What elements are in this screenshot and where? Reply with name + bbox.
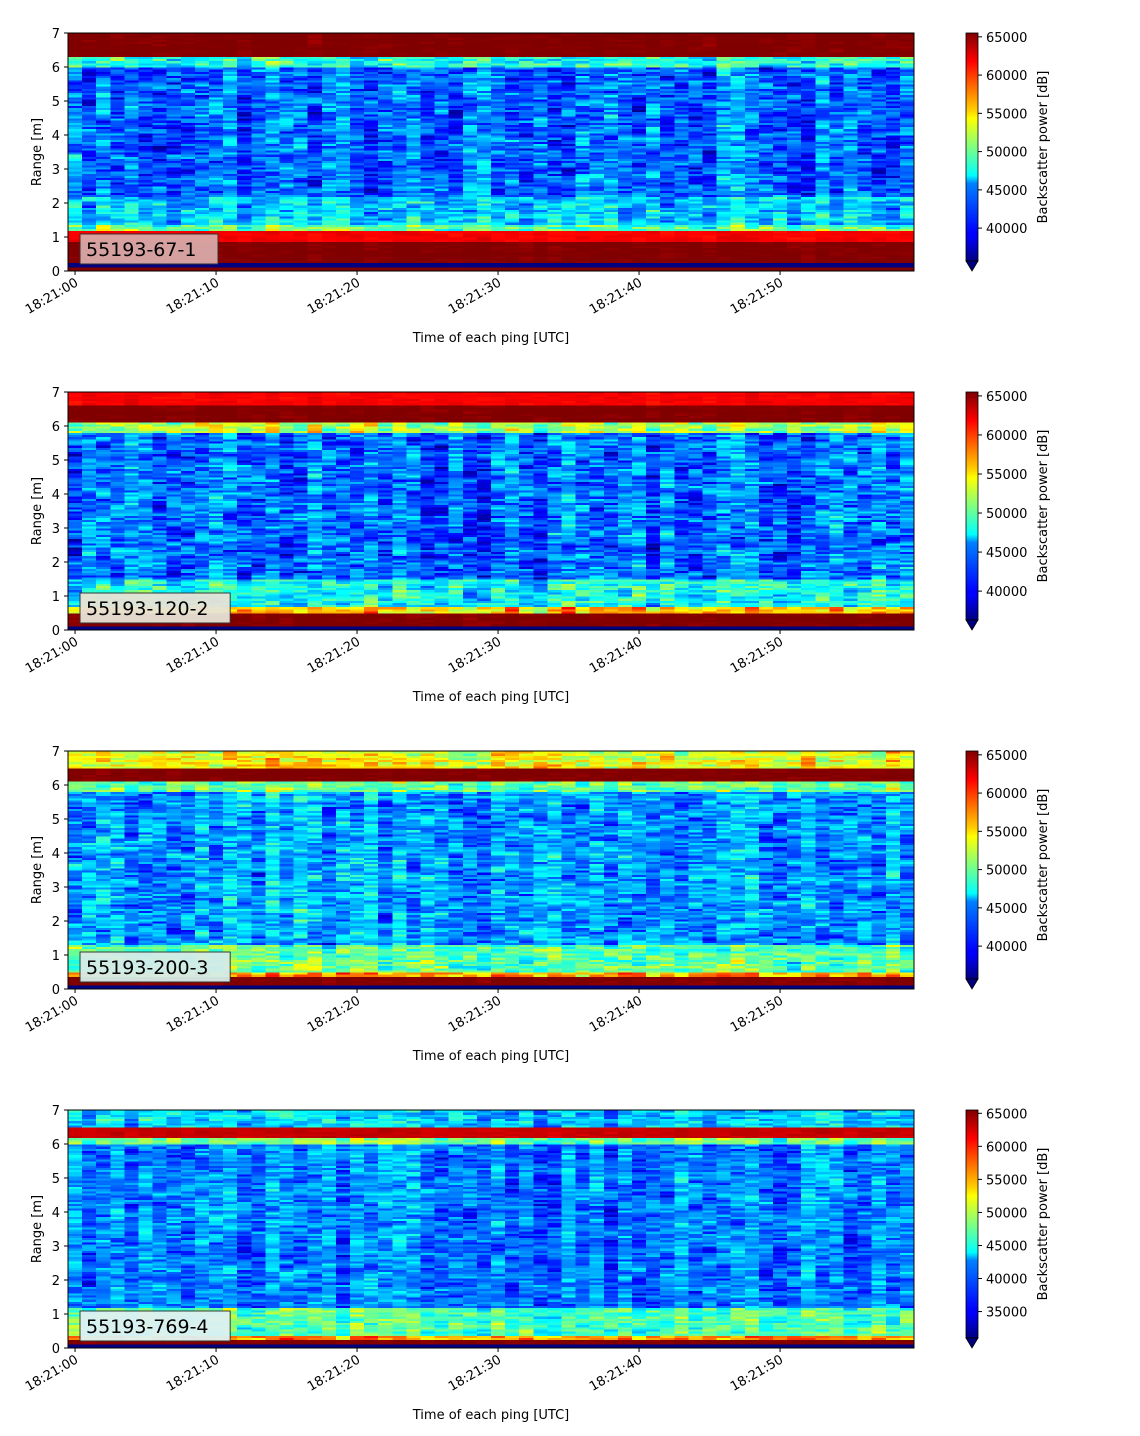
- echogram-panel: 0123456718:21:00 18:21:10 18:21:20 18:21:30…: [23, 27, 1051, 346]
